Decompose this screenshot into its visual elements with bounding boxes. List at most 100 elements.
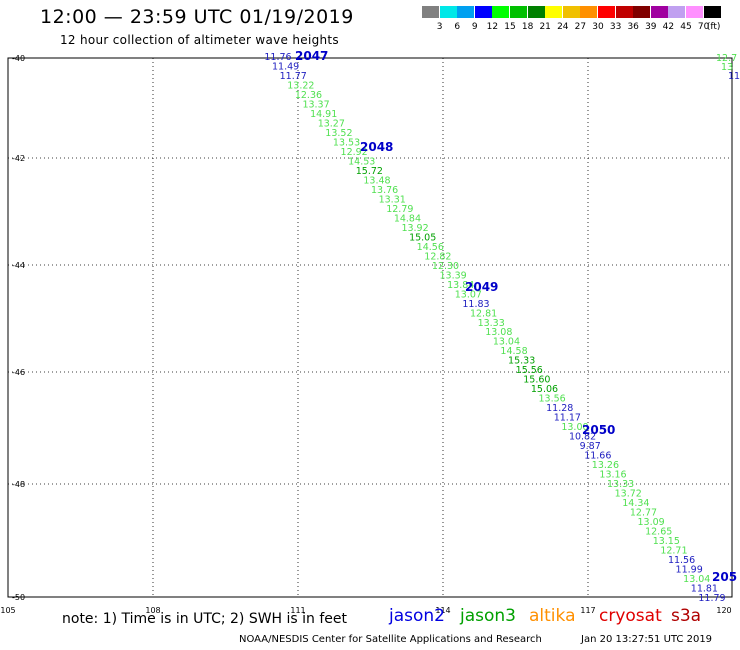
colorbar-label: 6	[454, 22, 461, 32]
colorbar-swatch	[527, 6, 545, 18]
colorbar-label: 45	[680, 22, 692, 32]
longitude-label: 108	[145, 606, 160, 615]
longitude-label: 117	[580, 606, 595, 615]
swh-reading: 10.82	[569, 432, 596, 443]
colorbar-label: 36	[627, 22, 639, 32]
swh-reading: 15.72	[356, 166, 383, 177]
latitude-label: -50	[12, 593, 25, 602]
colorbar-swatch	[510, 6, 527, 18]
latitude-label: -48	[12, 480, 25, 489]
swh-reading: 13.53	[333, 137, 360, 148]
colorbar-swatch	[474, 6, 492, 18]
swh-reading: 13.16	[599, 470, 626, 481]
swh-reading: 13.52	[325, 128, 352, 139]
swh-reading: 11.83	[462, 299, 489, 310]
longitude-label: 105	[0, 606, 15, 615]
map-title: 12:00 — 23:59 UTC 01/19/2019	[40, 6, 354, 28]
colorbar-swatch	[615, 6, 633, 18]
swh-reading: 13.15	[653, 536, 680, 547]
colorbar-swatch	[492, 6, 510, 18]
satellite-legend-cryosat: cryosat	[599, 606, 662, 626]
colorbar-label: 9	[471, 22, 478, 32]
swh-reading: 12.7	[716, 53, 737, 64]
swh-reading: 11.56	[668, 555, 695, 566]
swh-reading: 14.53	[348, 156, 375, 167]
longitude-label: 111	[290, 606, 305, 615]
swh-reading: 13.22	[287, 80, 314, 91]
swh-reading: 12.77	[630, 508, 657, 519]
colorbar-label: (ft)	[706, 22, 721, 32]
swh-reading: 13.08	[485, 327, 512, 338]
swh-reading: 13.31	[379, 194, 406, 205]
swh-reading: 13.00	[561, 422, 588, 433]
colorbar-label: 33	[609, 22, 622, 32]
pass-number-label: 2050	[582, 423, 615, 437]
swh-reading: 12.82	[424, 251, 451, 262]
colorbar-label: 12	[486, 22, 499, 32]
longitude-label: 114	[435, 606, 450, 615]
colorbar-label: 70	[697, 22, 710, 32]
latitude-label: -42	[12, 154, 25, 163]
colorbar-label: 18	[521, 22, 534, 32]
colorbar-swatch	[457, 6, 475, 18]
swh-reading: 11.49	[272, 61, 299, 72]
swh-reading: 11.79	[698, 593, 725, 604]
colorbar-swatch	[439, 6, 457, 18]
swh-reading: 13.92	[401, 223, 428, 234]
swh-reading: 13.07	[455, 289, 482, 300]
colorbar-label: 27	[574, 22, 587, 32]
swh-reading: 13	[721, 62, 733, 73]
swh-reading: 11.28	[546, 403, 573, 414]
swh-reading: 14.34	[622, 498, 649, 509]
colorbar-swatch	[580, 6, 598, 18]
satellite-legend-altika: altika	[529, 606, 576, 626]
swh-reading: 13.33	[607, 479, 634, 490]
colorbar-label: 21	[539, 22, 551, 32]
satellite-legend-jason3: jason3	[460, 606, 516, 626]
latitude-label: -40	[12, 54, 25, 63]
swh-reading: 11.99	[676, 565, 703, 576]
map-frame	[7, 57, 733, 598]
swh-reading: 11.66	[584, 451, 611, 462]
swh-reading: 11.17	[554, 413, 581, 424]
swh-reading: 13.33	[478, 318, 505, 329]
swh-reading: 12.65	[645, 527, 672, 538]
map-subtitle: 12 hour collection of altimeter wave hei…	[60, 33, 339, 47]
swh-reading: 13.04	[493, 337, 520, 348]
colorbar-swatch	[598, 6, 615, 18]
swh-reading: 15.06	[531, 384, 558, 395]
swh-reading: 11.77	[280, 71, 307, 82]
colorbar-label: 42	[662, 22, 675, 32]
longitude-label: 120	[716, 606, 731, 615]
satellite-legend-s3a: s3a	[671, 606, 702, 626]
swh-reading: 13.56	[539, 394, 566, 405]
pass-number-label: 2049	[465, 280, 498, 294]
swh-reading: 11.81	[691, 584, 718, 595]
swh-reading: 13.09	[637, 517, 664, 528]
colorbar-label: 39	[645, 22, 657, 32]
swh-reading: 13.48	[363, 175, 390, 186]
swh-reading: 13.37	[302, 99, 329, 110]
satellite-legend-jason2: jason2	[389, 606, 445, 626]
swh-reading: 12.30	[432, 261, 459, 272]
colorbar-swatch	[686, 6, 703, 18]
swh-reading: 9.87	[580, 441, 601, 452]
swh-reading: 13.84	[447, 280, 474, 291]
colorbar-swatch	[703, 6, 721, 18]
colorbar-swatch	[650, 6, 668, 18]
latitude-label: -46	[12, 368, 25, 377]
swh-reading: 14.84	[394, 213, 421, 224]
swh-reading: 13.76	[371, 185, 398, 196]
swh-reading: 13.27	[318, 118, 345, 129]
colorbar-label: 3	[436, 22, 443, 32]
colorbar-label: 15	[504, 22, 516, 32]
swh-reading: 15.05	[409, 232, 436, 243]
colorbar-swatch	[545, 6, 563, 18]
swh-reading: 11	[728, 71, 740, 82]
swh-reading: 15.33	[508, 356, 535, 367]
latitude-label: -44	[12, 261, 25, 270]
colorbar-label: 24	[557, 22, 569, 32]
footer-timestamp: Jan 20 13:27:51 UTC 2019	[581, 634, 713, 645]
swh-reading: 12.92	[341, 147, 368, 158]
